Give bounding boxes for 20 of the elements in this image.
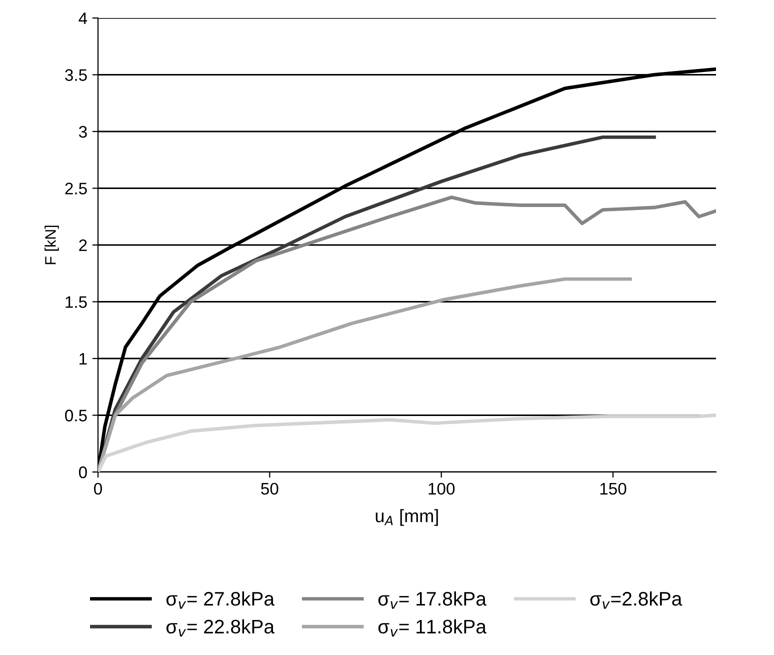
y-tick-label: 3 [78, 126, 87, 138]
legend-label: σ$_{v}$=2.8kPa [590, 591, 682, 609]
x-axis-title: u$_{A}$ [mm] [376, 509, 438, 526]
y-tick-label: 2.5 [65, 182, 87, 194]
legend-label: σ$_{v}$= 27.8kPa [166, 591, 275, 609]
y-tick-label: 0.5 [65, 410, 87, 422]
y-tick-label: 2 [79, 239, 87, 252]
y-axis-title: F [kN] [44, 226, 59, 264]
legend-label: σ$_{v}$= 22.8kPa [166, 619, 275, 637]
x-tick-label: 150 [600, 482, 626, 495]
y-tick-label: 1.5 [66, 296, 87, 308]
legend-label: σ$_{v}$= 11.8kPa [378, 619, 486, 637]
x-tick-label: 100 [428, 482, 455, 495]
x-tick-label: 0 [94, 482, 102, 495]
y-tick-label: 4 [78, 12, 88, 24]
y-tick-label: 1 [80, 353, 87, 365]
y-tick-label: 3.5 [65, 69, 87, 81]
x-tick-label: 50 [261, 482, 278, 495]
y-tick-label: 0 [78, 466, 87, 478]
legend-label: σ$_{v}$= 17.8kPa [378, 591, 486, 609]
